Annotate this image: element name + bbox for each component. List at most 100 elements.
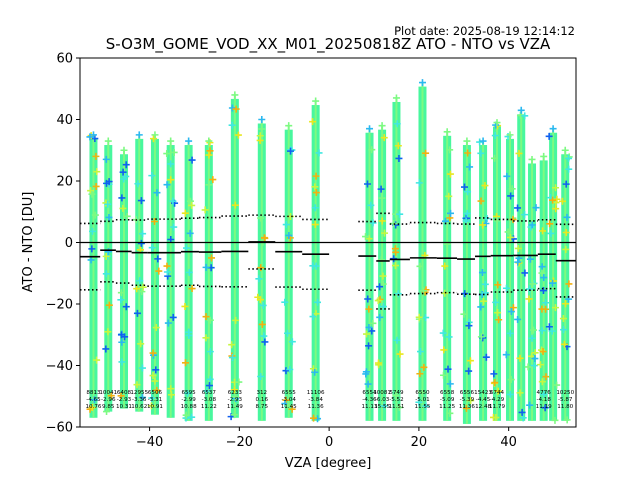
- scatter-point: [420, 363, 428, 371]
- scatter-point: [167, 385, 175, 393]
- scatter-point: [170, 148, 178, 156]
- scatter-point: [167, 176, 175, 184]
- scatter-point: [206, 348, 214, 356]
- scatter-point: [150, 217, 158, 225]
- scatter-point: [491, 379, 499, 387]
- scatter-point-max: [185, 137, 193, 145]
- scatter-point: [182, 244, 190, 252]
- y-tick-label: −20: [46, 298, 73, 313]
- column-core: [169, 141, 172, 418]
- scatter-point: [181, 209, 189, 217]
- scatter-point: [91, 135, 99, 143]
- data-column: [524, 155, 540, 421]
- scatter-point: [257, 264, 265, 272]
- y-axis-label: ATO - NTO [DU]: [21, 192, 36, 293]
- scatter-point: [88, 404, 96, 412]
- scatter-point: [168, 391, 176, 399]
- scatter-point: [148, 172, 156, 180]
- scatter-point: [514, 258, 522, 266]
- scatter-point: [507, 308, 515, 316]
- scatter-point: [105, 301, 113, 309]
- scatter-point: [188, 413, 196, 421]
- scatter-point-max: [104, 137, 112, 145]
- scatter-point: [261, 234, 269, 242]
- stat-mean: -3.36: [132, 397, 147, 403]
- scatter-point: [133, 381, 141, 389]
- scatter-point: [380, 402, 388, 410]
- scatter-point: [560, 340, 568, 348]
- scatter-point: [137, 239, 145, 247]
- column-core: [495, 122, 498, 421]
- scatter-point: [415, 179, 423, 187]
- scatter-point: [208, 254, 216, 262]
- scatter-point: [117, 296, 125, 304]
- scatter-point: [362, 233, 370, 241]
- scatter-point: [104, 328, 112, 336]
- stat-count: 10250: [556, 390, 574, 396]
- scatter-point: [441, 289, 449, 297]
- data-column: [390, 94, 404, 421]
- column-core: [207, 141, 210, 421]
- scatter-point: [186, 197, 194, 205]
- scatter-point: [531, 355, 539, 363]
- scatter-point: [491, 154, 499, 162]
- scatter-point: [311, 221, 319, 229]
- stat-count: 4776: [537, 390, 552, 396]
- scatter-point: [542, 373, 550, 381]
- data-column: [439, 128, 455, 421]
- stat-count: 6744: [490, 390, 505, 396]
- stat-mean: -3.04: [281, 397, 296, 403]
- scatter-point: [526, 255, 534, 263]
- scatter-point: [538, 269, 546, 277]
- scatter-point: [185, 328, 193, 336]
- scatter-point: [507, 192, 515, 200]
- scatter-point: [261, 338, 269, 346]
- scatter-point: [562, 229, 570, 237]
- scatter-point: [153, 386, 161, 394]
- scatter-point: [378, 217, 386, 225]
- scatter-point: [230, 411, 238, 419]
- scatter-point: [138, 393, 146, 401]
- scatter-point: [464, 149, 472, 157]
- scatter-point: [509, 304, 517, 312]
- stat-mean: -5.39: [460, 397, 475, 403]
- scatter-point: [565, 280, 573, 288]
- stat-std: 11.51: [388, 404, 404, 410]
- scatter-point: [93, 356, 101, 364]
- scatter-point: [546, 220, 554, 228]
- scatter-point: [311, 183, 319, 191]
- scatter-point: [152, 324, 160, 332]
- scatter-point: [517, 239, 525, 247]
- scatter-point: [477, 197, 485, 205]
- scatter-point: [309, 118, 317, 126]
- scatter-point: [202, 263, 210, 271]
- scatter-point: [551, 416, 559, 424]
- scatter-point-max: [366, 125, 374, 133]
- scatter-point: [184, 389, 192, 397]
- x-tick-label: −40: [136, 435, 163, 450]
- scatter-point: [310, 414, 318, 422]
- stat-std: 11.36: [459, 404, 475, 410]
- stat-std: 10.91: [147, 404, 163, 410]
- scatter-point: [232, 105, 240, 113]
- scatter-point: [133, 285, 141, 293]
- scatter-point: [202, 313, 210, 321]
- scatter-point: [539, 348, 547, 356]
- data-column: [309, 97, 323, 423]
- scatter-point: [285, 231, 293, 239]
- scatter-point: [561, 300, 569, 308]
- scatter-point: [396, 350, 404, 358]
- scatter-point: [549, 196, 557, 204]
- column-core: [368, 128, 371, 421]
- scatter-point: [102, 252, 110, 260]
- scatter-point: [390, 220, 398, 228]
- scatter-point: [418, 388, 426, 396]
- scatter-point: [565, 165, 573, 173]
- scatter-point: [104, 200, 112, 208]
- scatter-point: [87, 256, 95, 264]
- scatter-point: [464, 188, 472, 196]
- scatter-point: [258, 125, 266, 133]
- scatter-point-max: [540, 152, 548, 160]
- scatter-point: [134, 180, 142, 188]
